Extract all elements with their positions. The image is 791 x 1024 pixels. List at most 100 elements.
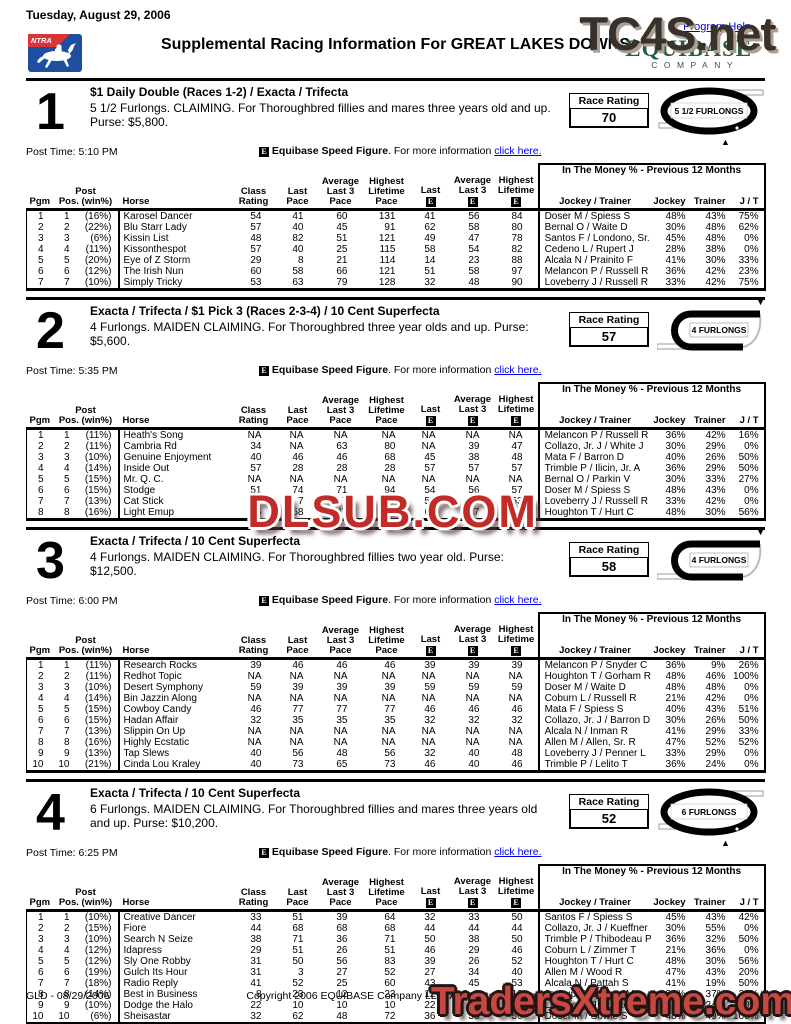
cell-highest-lifetime-e: 22: [511, 1000, 523, 1011]
cell-avg-last3-e: 33: [468, 912, 480, 923]
cell-highest-lifetime-pace: 68: [384, 923, 396, 934]
col-header-highest-lifetime-pace: Highest Lifetime Pace: [362, 877, 411, 912]
cell-last-pace: NA: [289, 474, 304, 485]
col-header-highest-lifetime-pace: Highest Lifetime Pace: [362, 625, 411, 660]
cell-avg-last3-e: 45: [468, 978, 480, 989]
race-wagers: Exacta / Trifecta / 10 Cent Superfecta: [90, 534, 301, 548]
col-header-jockey-trainer: Jockey / Trainer: [537, 625, 651, 660]
col-header-last-e: Last E: [410, 625, 451, 660]
cell-highest-lifetime-pace: NA: [381, 474, 396, 485]
cell-jt-pct: 0%: [730, 233, 766, 244]
in-the-money-group-header: In The Money % - Previous 12 Months: [537, 612, 766, 625]
track-hairpin-icon: 4 FURLONGS: [657, 540, 762, 581]
cell-last-pace: 82: [292, 233, 304, 244]
col-header-horse: Horse: [118, 176, 231, 211]
cell-last-pace: 46: [292, 452, 304, 463]
cell-jockey-pct: 30%: [665, 715, 686, 726]
speed-figure-e-icon: E: [467, 898, 478, 908]
col-header-horse: Horse: [118, 877, 231, 912]
cell-highest-lifetime-pace: 115: [379, 244, 396, 255]
horse-row: 5 5 (12%) Sly One Robby 31 50 56 83 39 26 52 Hought…: [26, 956, 766, 967]
post-time-row: Post Time: 6:25 PM E Equibase Speed Figu…: [26, 845, 765, 861]
cell-highest-lifetime-pace: 10: [384, 1000, 396, 1011]
cell-trainer-pct: 36%: [705, 945, 726, 956]
cell-avg-last3-pace: NA: [333, 693, 348, 704]
cell-highest-lifetime-e: 47: [511, 441, 523, 452]
cell-horse: Blu Starr Lady: [117, 222, 231, 233]
speed-note-link[interactable]: click here.: [494, 145, 542, 157]
horse-row: 10 10 (6%) Sheisastar 32 62 48 72 36 38 56 Doser M …: [26, 1011, 766, 1024]
cell-avg-last3-pace: NA: [333, 726, 348, 737]
cell-trainer-pct: 38%: [705, 244, 726, 255]
cell-post-pos: 3 (10%): [63, 452, 112, 463]
cell-avg-last3-pace: 21: [336, 255, 348, 266]
speed-figure-e-icon: E: [425, 416, 436, 426]
cell-jockey-pct: 40%: [665, 452, 686, 463]
cell-trainer-pct: 43%: [705, 967, 726, 978]
page-title: Supplemental Racing Information For GREA…: [160, 36, 631, 53]
horse-row: 5 5 (15%) Cowboy Candy 46 77 77 77 46 46 46 Mata F …: [26, 704, 766, 715]
cell-trainer-pct: 42%: [705, 693, 726, 704]
cell-horse: Heath's Song: [117, 428, 231, 441]
cell-class-rating: 29: [250, 945, 262, 956]
cell-jockey-trainer: Trimble P / Thibodeau P: [537, 934, 651, 945]
cell-post-pos: 3 (10%): [63, 682, 112, 693]
cell-pgm: 8: [26, 737, 53, 748]
cell-avg-last3-pace: 71: [336, 485, 348, 496]
cell-class-rating: NA: [247, 430, 262, 441]
ntra-logo: NTRA: [28, 34, 82, 72]
cell-avg-last3-pace: NA: [333, 737, 348, 748]
cell-last-pace: 63: [276, 277, 319, 291]
cell-trainer-pct: 29%: [705, 441, 726, 452]
cell-avg-last3-pace: NA: [333, 430, 348, 441]
cell-class-rating: 29: [250, 255, 262, 266]
cell-pgm: 3: [26, 934, 53, 945]
cell-highest-lifetime-pace: 80: [384, 441, 396, 452]
post-time: Post Time: 5:10 PM: [26, 146, 118, 158]
track-marker-icon: ▲: [721, 137, 730, 147]
cell-jockey-trainer: Bernal O / Waite D: [537, 222, 651, 233]
cell-jockey-trainer: Allen M / Allen, Sr. R: [537, 737, 651, 748]
cell-pgm: 4: [26, 463, 53, 474]
speed-note-link[interactable]: click here.: [494, 846, 542, 858]
race-rating-box: Race Rating 52: [569, 794, 649, 829]
cell-class-rating: 53: [250, 496, 262, 507]
race-info: Exacta / Trifecta / 10 Cent Superfecta 4…: [90, 534, 553, 578]
cell-horse: The Irish Nun: [117, 266, 231, 277]
col-header-jockey-trainer: Jockey / Trainer: [537, 395, 651, 430]
cell-last-pace: 3: [297, 967, 304, 978]
program-help-link[interactable]: Program Help: [683, 21, 751, 33]
post-time-row: Post Time: 5:10 PM E Equibase Speed Figu…: [26, 144, 765, 160]
cell-class-rating: 57: [250, 244, 262, 255]
cell-highest-lifetime-pace: 60: [384, 978, 396, 989]
cell-last-e: 36: [410, 1011, 451, 1024]
races-container: 1 $1 Daily Double (Races 1-2) / Exacta /…: [26, 78, 766, 1024]
cell-jockey-pct: 30%: [665, 923, 686, 934]
speed-note-title: Equibase Speed Figure: [271, 145, 389, 157]
cell-class-rating: 44: [250, 923, 262, 934]
cell-jockey-trainer: Coburn L / Russell R: [537, 693, 651, 704]
cell-post-pos: 7 (13%): [63, 726, 112, 737]
col-header-trainer-pct: Trainer: [690, 395, 731, 430]
speed-figure-e-icon: E: [511, 416, 522, 426]
cell-jockey-pct: 33%: [650, 277, 691, 291]
cell-trainer-pct: 48%: [705, 222, 726, 233]
cell-pgm: 2: [26, 222, 53, 233]
cell-jockey-trainer: Alcala N / Pattah S: [537, 978, 651, 989]
group-header-spacer: [27, 383, 539, 395]
cell-jockey-trainer: Loveberry J / Lelito T: [537, 1000, 651, 1011]
race-wagers: Exacta / Trifecta / $1 Pick 3 (Races 2-3…: [90, 304, 440, 318]
cell-highest-lifetime-e: 50: [511, 934, 523, 945]
cell-highest-lifetime-pace: 7: [389, 496, 396, 507]
cell-highest-lifetime-pace: 121: [378, 233, 396, 244]
cell-horse: Research Rocks: [117, 658, 231, 671]
race-section: 1 $1 Daily Double (Races 1-2) / Exacta /…: [26, 78, 766, 291]
speed-note-link[interactable]: click here.: [494, 364, 542, 376]
cell-class-rating: 32: [230, 1011, 277, 1024]
cell-avg-last3-e: 44: [468, 923, 480, 934]
track-diagram: 4 FURLONGS 4 FURLONGS ▼: [657, 528, 765, 586]
speed-note-link[interactable]: click here.: [494, 594, 542, 606]
cell-pgm: 9: [26, 748, 53, 759]
cell-last-pace: NA: [289, 441, 304, 452]
